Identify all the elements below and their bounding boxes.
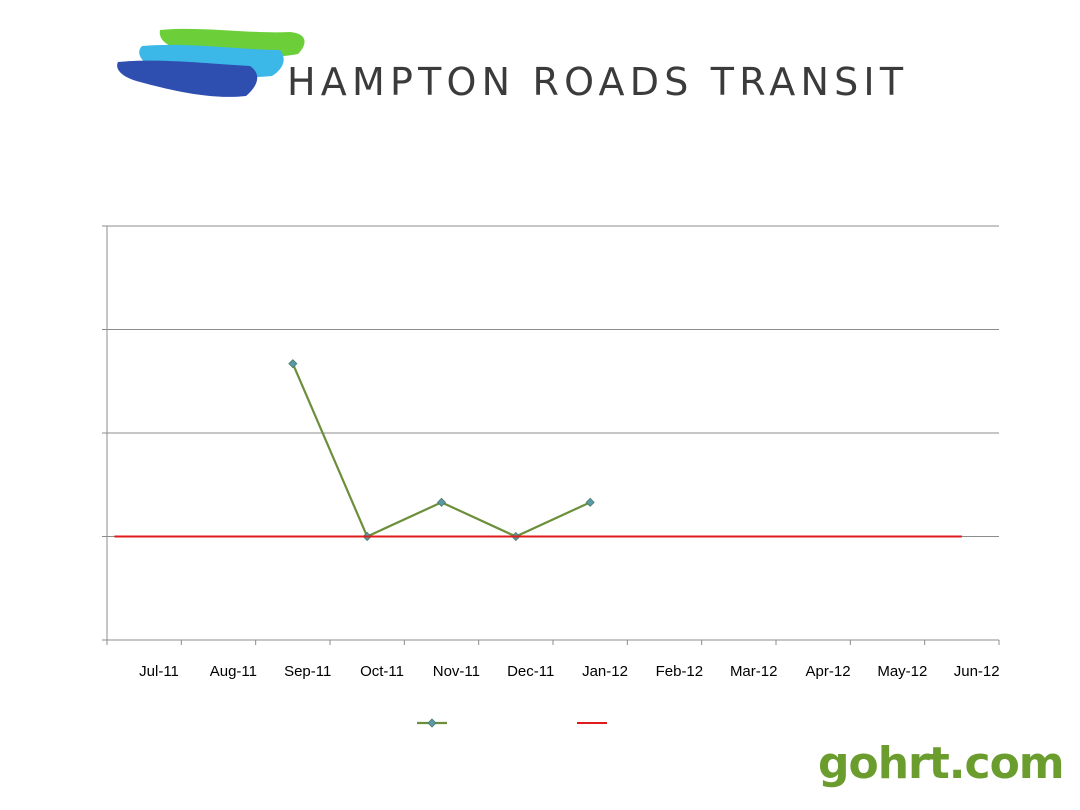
series-1 [288,359,595,542]
x-tick-label: Feb-12 [656,663,704,680]
x-tick-label: Mar-12 [730,663,778,680]
x-tick-label: Apr-12 [806,663,851,680]
logo-waves-icon [117,28,305,97]
data-point [585,497,595,507]
chart-gridlines [107,225,999,537]
data-point [436,497,447,507]
logo-dark-blue-wave [117,60,258,97]
x-tick-label: Jan-12 [582,663,628,680]
chart-series [114,359,962,542]
x-tick-label: Jun-12 [954,663,1000,680]
x-tick-label: Oct-11 [360,663,404,680]
logo-wordmark: HAMPTON ROADS TRANSIT [287,60,909,104]
series-line [291,363,591,538]
chart-axes [102,225,1000,645]
x-tick-label: Nov-11 [433,663,480,680]
x-tick-label: Sep-11 [284,663,331,680]
hrt-logo [110,20,910,110]
x-axis-tick-labels: Jul-11 Aug-11 Sep-11 Oct-11 Nov-11 Dec-11 Jan-… [139,663,999,680]
data-point [288,359,298,369]
x-tick-label: Aug-11 [210,663,257,680]
x-tick-label: Dec-11 [507,663,554,680]
chart-legend [417,718,607,728]
legend-marker-series-1 [427,718,437,728]
x-tick-label: May-12 [877,663,927,680]
website-logo: gohrt.com [818,738,1065,789]
x-tick-label: Jul-11 [139,663,179,680]
